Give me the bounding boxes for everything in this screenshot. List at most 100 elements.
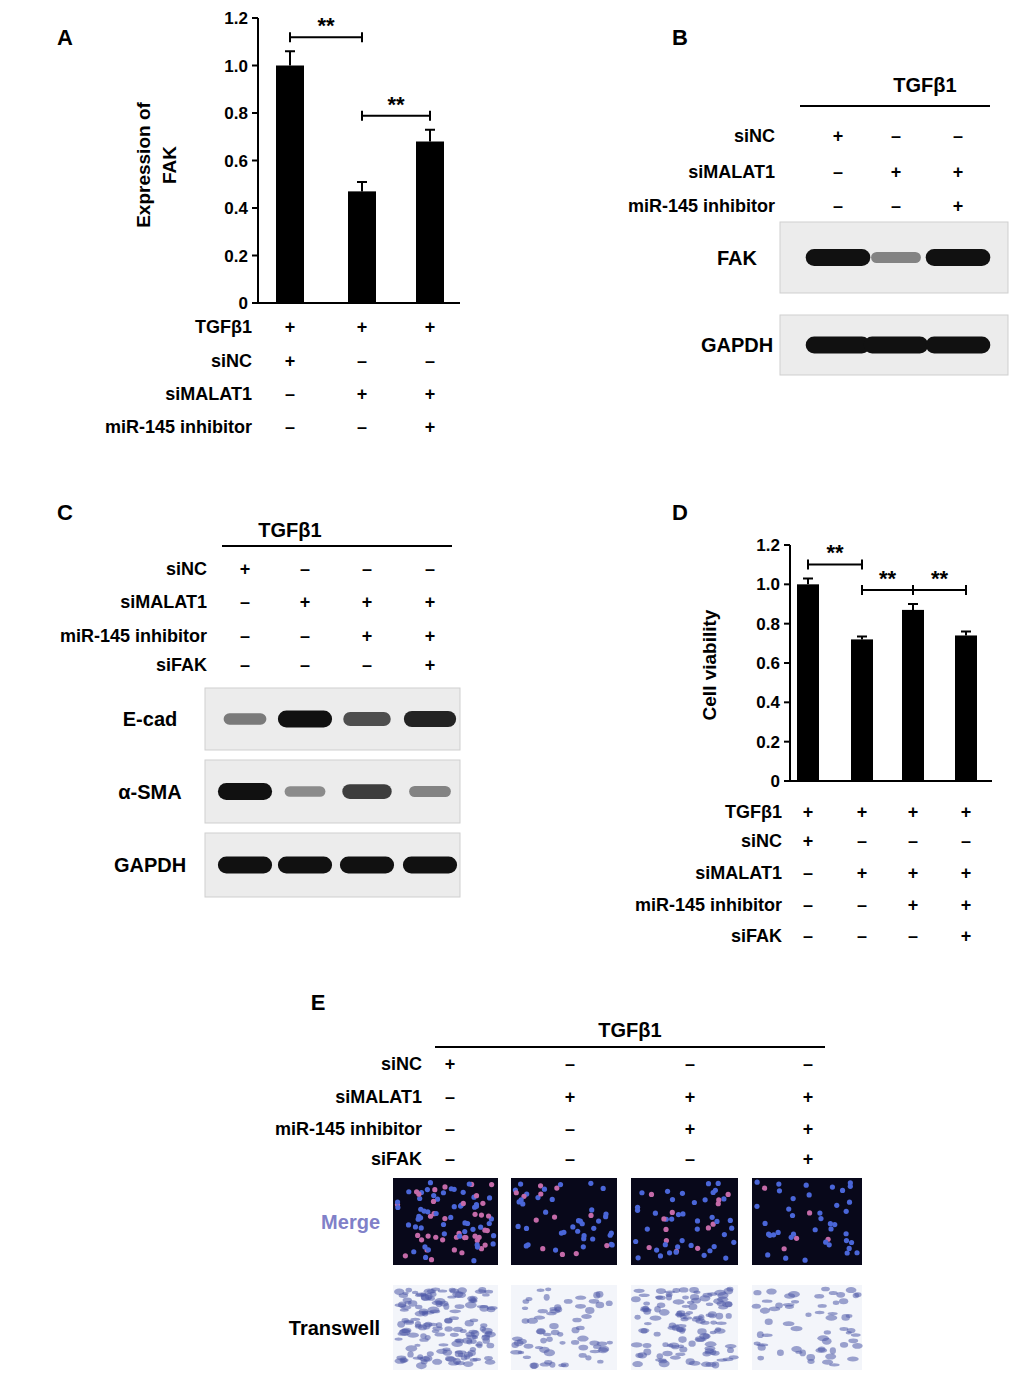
cell (415, 1294, 424, 1298)
nucleus (588, 1181, 593, 1186)
cell (726, 1313, 732, 1319)
condition-sign: + (285, 351, 296, 371)
cell (407, 1351, 413, 1357)
cell (436, 1300, 443, 1307)
condition-sign: + (685, 1119, 696, 1139)
header: TGFβ1 (893, 74, 956, 96)
condition-name: siNC (741, 831, 782, 851)
cell (561, 1362, 569, 1367)
cell (470, 1318, 479, 1322)
nucleus (723, 1255, 728, 1260)
condition-sign: – (565, 1149, 575, 1169)
nucleus (731, 1240, 736, 1245)
cell (597, 1360, 603, 1364)
nucleus (663, 1227, 668, 1232)
blot-background (780, 315, 1008, 375)
y-tick (784, 662, 790, 664)
nucleus (462, 1229, 467, 1234)
nucleus (716, 1181, 721, 1186)
nucleus (483, 1243, 488, 1248)
condition-sign: + (362, 592, 373, 612)
condition-sign: + (357, 384, 368, 404)
condition-name: siNC (166, 559, 207, 579)
micrograph (631, 1178, 738, 1265)
cell (644, 1322, 652, 1325)
nucleus (676, 1212, 681, 1217)
nucleus (762, 1221, 767, 1226)
cell (839, 1298, 848, 1304)
nucleus (844, 1238, 849, 1243)
nucleus (442, 1231, 447, 1236)
cell (575, 1304, 586, 1309)
cell (484, 1356, 493, 1360)
cell (477, 1305, 488, 1308)
nucleus (817, 1210, 822, 1215)
nucleus (658, 1253, 663, 1258)
cell (699, 1333, 710, 1340)
cell (692, 1317, 701, 1321)
nucleus (413, 1224, 418, 1229)
condition-sign: – (803, 895, 813, 915)
nucleus (475, 1244, 480, 1249)
nucleus (423, 1255, 428, 1260)
nucleus (491, 1233, 496, 1238)
nucleus (647, 1245, 652, 1250)
nucleus (791, 1196, 796, 1201)
blot-label: E-cad (123, 708, 177, 730)
nucleus (540, 1246, 545, 1251)
band (806, 337, 871, 354)
condition-sign: – (908, 926, 918, 946)
cell (839, 1327, 848, 1331)
nucleus (714, 1219, 719, 1224)
condition-name: siNC (734, 126, 775, 146)
cell (818, 1346, 826, 1351)
cell (633, 1289, 644, 1293)
bar (902, 610, 924, 781)
nucleus (674, 1249, 679, 1254)
header: TGFβ1 (258, 519, 321, 541)
blot-label: GAPDH (114, 854, 186, 876)
cell (455, 1350, 467, 1354)
cell (482, 1293, 490, 1296)
nucleus (791, 1232, 796, 1237)
nucleus (418, 1207, 423, 1212)
condition-sign: + (240, 559, 251, 579)
nucleus (830, 1184, 835, 1189)
condition-name: miR-145 inhibitor (635, 895, 782, 915)
nucleus (459, 1250, 464, 1255)
cell (557, 1332, 563, 1337)
condition-sign: – (961, 831, 971, 851)
condition-sign: + (908, 863, 919, 883)
band (285, 786, 326, 797)
cell (706, 1362, 717, 1367)
cell (675, 1352, 685, 1356)
y-axis-label: FAK (159, 146, 180, 184)
error-bar (908, 604, 918, 610)
cell (727, 1287, 734, 1292)
cell (714, 1328, 726, 1334)
nucleus (581, 1244, 586, 1249)
cell (485, 1360, 495, 1365)
condition-sign: + (425, 384, 436, 404)
cell (395, 1337, 403, 1340)
nucleus (452, 1204, 457, 1209)
nucleus (554, 1186, 559, 1191)
cell (581, 1314, 592, 1319)
cell (662, 1351, 672, 1357)
nucleus (434, 1211, 439, 1216)
cell (571, 1340, 579, 1345)
cell (572, 1318, 581, 1323)
nucleus (574, 1251, 579, 1256)
bar-panel: A00.20.40.60.81.01.2Expression ofFAK****… (57, 9, 460, 437)
cell (700, 1321, 709, 1325)
error-bar (357, 182, 367, 192)
nucleus (417, 1196, 422, 1201)
cell (415, 1321, 421, 1327)
cell (394, 1289, 404, 1295)
condition-sign: – (803, 926, 813, 946)
y-tick (784, 583, 790, 585)
condition-sign: – (445, 1119, 455, 1139)
significance-label: ** (317, 13, 335, 38)
cell (766, 1288, 776, 1294)
nucleus (442, 1184, 447, 1189)
